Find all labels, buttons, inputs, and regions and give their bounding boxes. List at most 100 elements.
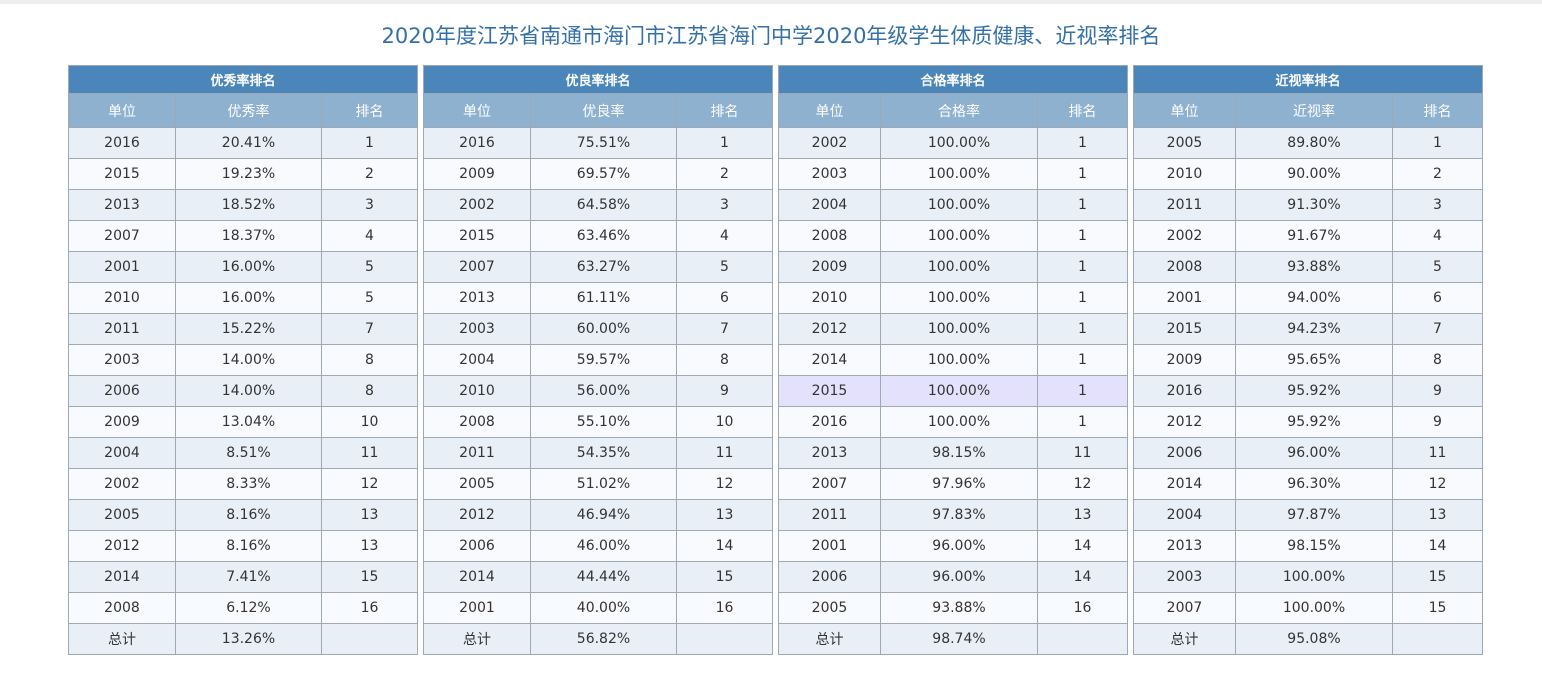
cell-rate: 60.00%: [530, 313, 677, 345]
cell-unit: 2009: [423, 158, 531, 190]
table-row: 2001 40.00% 16: [423, 592, 774, 624]
table-row: 2016 100.00% 1: [778, 406, 1129, 438]
table-row: 2004 59.57% 8: [423, 344, 774, 376]
table-row: 2006 14.00% 8: [68, 375, 419, 407]
cell-unit: 2004: [1133, 499, 1236, 531]
table-row: 2016 75.51% 1: [423, 127, 774, 159]
table-row: 2001 16.00% 5: [68, 251, 419, 283]
table-row: 2006 46.00% 14: [423, 530, 774, 562]
cell-unit: 2001: [68, 251, 176, 283]
table-row: 2015 100.00% 1: [778, 375, 1129, 407]
table-row: 2014 100.00% 1: [778, 344, 1129, 376]
table-row: 2006 96.00% 14: [778, 561, 1129, 593]
cell-unit: 2007: [1133, 592, 1236, 624]
cell-rank: 13: [1391, 499, 1484, 531]
cell-unit: 2008: [1133, 251, 1236, 283]
total-rank-empty: [675, 623, 774, 655]
cell-rate: 16.00%: [175, 251, 322, 283]
cell-rate: 91.67%: [1235, 220, 1393, 252]
total-label: 总计: [1133, 623, 1236, 655]
cell-rate: 93.88%: [1235, 251, 1393, 283]
cell-rank: 12: [320, 468, 419, 500]
cell-rank: 12: [1036, 468, 1129, 500]
table-group-header: 优秀率排名: [67, 65, 419, 94]
cell-rate: 96.00%: [880, 530, 1038, 562]
table-row: 2016 95.92% 9: [1133, 375, 1484, 407]
table-row: 2012 46.94% 13: [423, 499, 774, 531]
cell-rate: 14.00%: [175, 344, 322, 376]
table-row: 2010 90.00% 2: [1133, 158, 1484, 190]
cell-rank: 13: [320, 530, 419, 562]
top-bar: [0, 0, 1542, 4]
cell-unit: 2013: [423, 282, 531, 314]
table-row: 2014 96.30% 12: [1133, 468, 1484, 500]
cell-unit: 2016: [778, 406, 881, 438]
cell-unit: 2011: [68, 313, 176, 345]
cell-unit: 2010: [423, 375, 531, 407]
cell-rank: 13: [320, 499, 419, 531]
cell-unit: 2009: [778, 251, 881, 283]
column-header-unit: 单位: [778, 93, 881, 128]
cell-rate: 59.57%: [530, 344, 677, 376]
cell-rate: 7.41%: [175, 561, 322, 593]
cell-rank: 2: [675, 158, 774, 190]
column-header-rank: 排名: [1391, 93, 1484, 128]
cell-rate: 100.00%: [880, 251, 1038, 283]
excellent-rate-ranking-table: 优秀率排名 单位 优秀率 排名 2016 20.41% 1 2015 19.23% 2 2013 18…: [67, 65, 419, 655]
cell-rank: 1: [1391, 127, 1484, 159]
cell-rank: 2: [320, 158, 419, 190]
cell-rank: 14: [1036, 530, 1129, 562]
cell-rate: 64.58%: [530, 189, 677, 221]
cell-rank: 1: [1036, 127, 1129, 159]
cell-rank: 14: [1391, 530, 1484, 562]
cell-unit: 2010: [1133, 158, 1236, 190]
cell-unit: 2011: [1133, 189, 1236, 221]
cell-unit: 2006: [778, 561, 881, 593]
table-row: 2003 60.00% 7: [423, 313, 774, 345]
cell-rate: 63.27%: [530, 251, 677, 283]
cell-unit: 2014: [1133, 468, 1236, 500]
column-header-rank: 排名: [1036, 93, 1129, 128]
total-row: 总计 56.82%: [423, 623, 774, 655]
cell-rank: 6: [675, 282, 774, 314]
cell-rank: 1: [1036, 313, 1129, 345]
cell-rate: 95.92%: [1235, 406, 1393, 438]
cell-rank: 8: [1391, 344, 1484, 376]
table-row: 2008 93.88% 5: [1133, 251, 1484, 283]
cell-rank: 9: [675, 375, 774, 407]
cell-unit: 2002: [423, 189, 531, 221]
cell-rank: 11: [320, 437, 419, 469]
cell-rank: 4: [1391, 220, 1484, 252]
cell-rate: 54.35%: [530, 437, 677, 469]
cell-rank: 13: [1036, 499, 1129, 531]
cell-unit: 2006: [68, 375, 176, 407]
cell-rank: 8: [675, 344, 774, 376]
cell-rate: 100.00%: [880, 406, 1038, 438]
cell-unit: 2005: [778, 592, 881, 624]
table-group-header: 合格率排名: [777, 65, 1129, 94]
cell-unit: 2007: [68, 220, 176, 252]
table-row: 2004 97.87% 13: [1133, 499, 1484, 531]
cell-rate: 69.57%: [530, 158, 677, 190]
table-row: 2004 8.51% 11: [68, 437, 419, 469]
cell-unit: 2013: [68, 189, 176, 221]
total-label: 总计: [423, 623, 531, 655]
total-value: 98.74%: [880, 623, 1038, 655]
table-row: 2006 96.00% 11: [1133, 437, 1484, 469]
cell-rank: 11: [1036, 437, 1129, 469]
table-row: 2011 97.83% 13: [778, 499, 1129, 531]
cell-rate: 93.88%: [880, 592, 1038, 624]
cell-rank: 13: [675, 499, 774, 531]
cell-rate: 100.00%: [880, 344, 1038, 376]
cell-rank: 15: [320, 561, 419, 593]
column-header-rank: 排名: [675, 93, 774, 128]
cell-rank: 8: [320, 375, 419, 407]
total-rank-empty: [1391, 623, 1484, 655]
cell-rate: 100.00%: [880, 189, 1038, 221]
cell-rank: 14: [1036, 561, 1129, 593]
cell-rate: 94.00%: [1235, 282, 1393, 314]
cell-rank: 4: [320, 220, 419, 252]
cell-unit: 2005: [68, 499, 176, 531]
cell-rate: 20.41%: [175, 127, 322, 159]
table-row: 2002 8.33% 12: [68, 468, 419, 500]
